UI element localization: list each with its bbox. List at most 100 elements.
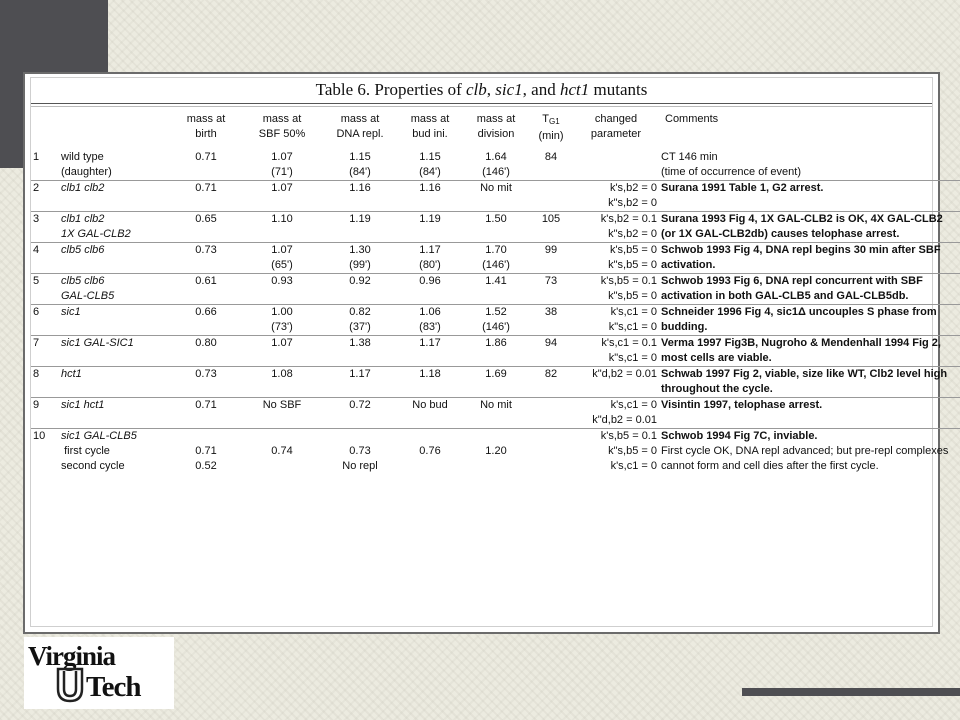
- header-row: mass at birth mass at SBF 50% mass at DNA r…: [31, 112, 960, 150]
- row-mass-bud: 1.17: [397, 335, 463, 367]
- row-number: 8: [31, 366, 59, 398]
- row-tg1: 82: [529, 366, 573, 398]
- row-mass-bud: 1.17 (80'): [397, 242, 463, 274]
- title-divider-secondary: [31, 106, 932, 107]
- row-mass-dna: 1.16: [323, 180, 397, 212]
- row-tg1: 38: [529, 304, 573, 336]
- header-changed-parameter: changed parameter: [590, 113, 642, 140]
- row-strain: sic1: [59, 304, 171, 336]
- row-mass-bud: 1.15 (84'): [419, 151, 441, 178]
- row-parameter: k"d,b2 = 0.01: [573, 366, 659, 398]
- properties-table: mass at birth mass at SBF 50% mass at DNA r…: [31, 112, 960, 474]
- table-row: 3 clb1 clb2 1X GAL-CLB2 0.65 1.10 1.19 1.19 1.5…: [31, 211, 960, 243]
- row-mass-sbf: 1.07: [241, 335, 323, 367]
- row-mass-division: 1.20: [463, 428, 529, 474]
- row-parameter: k's,b5 = 0.1 k"s,b5 = 0: [573, 273, 659, 305]
- header-mass-birth: mass at birth: [186, 113, 226, 140]
- row-mass-sbf: 1.00 (73'): [241, 304, 323, 336]
- row-strain: clb5 clb6 GAL-CLB5: [59, 273, 171, 305]
- row-mass-dna: 0.92: [323, 273, 397, 305]
- row-mass-bud: 0.76: [397, 428, 463, 474]
- table-panel: Table 6. Properties of clb, sic1, and hc…: [23, 72, 960, 634]
- row-mass-bud: No bud: [397, 397, 463, 429]
- table-row: 7 sic1 GAL-SIC1 0.80 1.07 1.38 1.17 1.86 94 k's,…: [31, 335, 960, 367]
- row-mass-bud: 0.96: [397, 273, 463, 305]
- table-row: 6 sic1 0.66 1.00 (73') 0.82 (37') 1.06 (83') 1.52…: [31, 304, 960, 336]
- row-number: 10: [31, 428, 59, 474]
- row-tg1: [529, 397, 573, 429]
- row-strain: clb5 clb6: [59, 242, 171, 274]
- row-strain: sic1 GAL-CLB5 first cycle second cycle: [59, 428, 171, 474]
- header-strain: [59, 112, 171, 150]
- row-mass-division: 1.52 (146'): [463, 304, 529, 336]
- row-parameter: k's,c1 = 0 k"s,c1 = 0: [573, 304, 659, 336]
- row-comment: Schneider 1996 Fig 4, sic1Δ uncouples S …: [659, 304, 960, 336]
- row-mass-dna: 1.17: [323, 366, 397, 398]
- header-mass-division: mass at division: [476, 113, 516, 140]
- decorative-bottom-right-bar: [742, 688, 960, 696]
- table-body-row10: 10 sic1 GAL-CLB5 first cycle second cycle…: [31, 428, 960, 474]
- row-mass-sbf: 1.07: [241, 180, 323, 212]
- row-mass-sbf: 0.74: [241, 428, 323, 474]
- row-mass-birth: 0.71: [171, 397, 241, 429]
- title-divider: [31, 103, 932, 104]
- row-mass-bud: 1.18: [397, 366, 463, 398]
- row-mass-birth: 0.71 0.52: [171, 428, 241, 474]
- header-mass-dna: mass at DNA repl.: [336, 113, 384, 140]
- row-strain: sic1 hct1: [59, 397, 171, 429]
- row-mass-birth: 0.65: [171, 211, 241, 243]
- row-comment: Surana 1993 Fig 4, 1X GAL-CLB2 is OK, 4X…: [659, 211, 960, 243]
- table-title: Table 6. Properties of clb, sic1, and hc…: [315, 80, 648, 99]
- row-number: 3: [31, 211, 59, 243]
- row-tg1: 99: [529, 242, 573, 274]
- row-strain: hct1: [59, 366, 171, 398]
- row-mass-dna: 0.82 (37'): [323, 304, 397, 336]
- virginia-tech-logo: Virginia Tech: [24, 637, 174, 709]
- row-mass-division: No mit: [463, 180, 529, 212]
- row-mass-birth: 0.71: [171, 180, 241, 212]
- row-mass-dna: 1.15 (84'): [349, 151, 371, 178]
- row-mass-birth: 0.73: [171, 242, 241, 274]
- header-num: [31, 112, 59, 150]
- decorative-left-bar: [0, 158, 30, 168]
- row-comment: Schwob 1993 Fig 6, DNA repl concurrent w…: [659, 273, 960, 305]
- row-tg1: [529, 180, 573, 212]
- row-number: 2: [31, 180, 59, 212]
- header-comments: Comments: [665, 113, 719, 125]
- row-parameter: [573, 150, 659, 181]
- row-number: 7: [31, 335, 59, 367]
- table-row: 4 clb5 clb6 0.73 1.07 (65') 1.30 (99') 1.17 (80'…: [31, 242, 960, 274]
- row-mass-dna: 1.30 (99'): [323, 242, 397, 274]
- row-mass-division: 1.86: [463, 335, 529, 367]
- row-comment: Schwob 1993 Fig 4, DNA repl begins 30 mi…: [659, 242, 960, 274]
- row-tg1: 105: [529, 211, 573, 243]
- row-parameter: k's,c1 = 0.1 k"s,c1 = 0: [573, 335, 659, 367]
- table-row: 8 hct1 0.73 1.08 1.17 1.18 1.69 82 k"d,b2 = 0.01…: [31, 366, 960, 398]
- row-tg1: 94: [529, 335, 573, 367]
- row-comment: CT 146 min (time of occurrence of event): [661, 151, 802, 178]
- row-mass-bud: 1.16: [397, 180, 463, 212]
- row-parameter: k's,c1 = 0 k"d,b2 = 0.01: [573, 397, 659, 429]
- row-tg1: [529, 428, 573, 474]
- row-mass-birth: 0.71: [195, 151, 217, 163]
- row-tg1: 73: [529, 273, 573, 305]
- row-mass-sbf: 0.93: [241, 273, 323, 305]
- row-mass-sbf: No SBF: [241, 397, 323, 429]
- table-row: 9 sic1 hct1 0.71 No SBF 0.72 No bud No mit k's,…: [31, 397, 960, 429]
- row-parameter: k's,b5 = 0 k"s,b5 = 0: [573, 242, 659, 274]
- row-comment: Surana 1991 Table 1, G2 arrest.: [659, 180, 960, 212]
- row-parameter: k's,b2 = 0 k"s,b2 = 0: [573, 180, 659, 212]
- row-comment: Verma 1997 Fig3B, Nugroho & Mendenhall 1…: [659, 335, 960, 367]
- row-mass-sbf: 1.07 (71'): [271, 151, 293, 178]
- row-mass-birth: 0.66: [171, 304, 241, 336]
- row-mass-dna: 1.19: [323, 211, 397, 243]
- row-comment: Visintin 1997, telophase arrest.: [659, 397, 960, 429]
- row-strain: clb1 clb2: [59, 180, 171, 212]
- table-row: 2 clb1 clb2 0.71 1.07 1.16 1.16 No mit k's,b2 =…: [31, 180, 960, 212]
- logo-text-virginia: Virginia: [28, 641, 116, 671]
- table-frame: Table 6. Properties of clb, sic1, and hc…: [30, 77, 960, 627]
- row-mass-division: 1.64 (146'): [482, 151, 510, 178]
- row-strain: wild type (daughter): [61, 151, 112, 178]
- row-mass-dna: 0.72: [323, 397, 397, 429]
- row-mass-division: 1.50: [463, 211, 529, 243]
